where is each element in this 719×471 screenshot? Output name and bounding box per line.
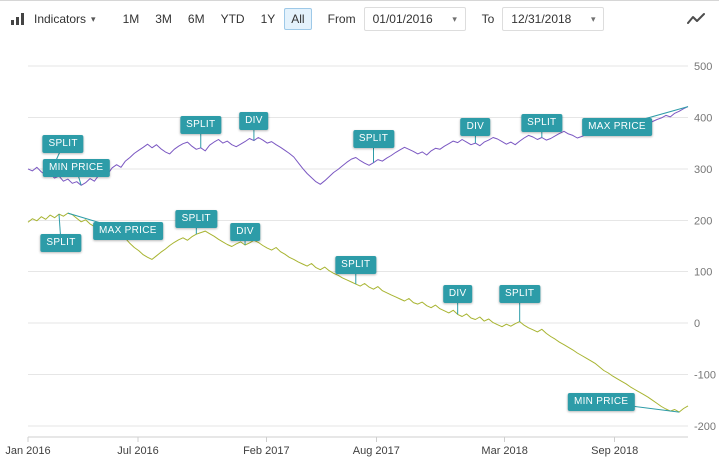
indicators-dropdown[interactable]: Indicators ▾ — [32, 8, 98, 30]
period-selector: 1M 3M 6M YTD 1Y All — [116, 8, 312, 30]
from-date-picker[interactable]: ▾ — [363, 7, 466, 31]
to-date-input[interactable] — [503, 12, 584, 26]
indicators-label: Indicators — [34, 12, 87, 26]
period-1m[interactable]: 1M — [116, 8, 147, 30]
y-axis-label: 0 — [694, 318, 700, 330]
from-label: From — [327, 12, 356, 26]
x-axis-label: Feb 2017 — [243, 445, 289, 457]
period-1y[interactable]: 1Y — [254, 8, 283, 30]
indicators-icon — [10, 12, 26, 26]
y-axis-label: 100 — [694, 267, 712, 279]
to-label: To — [481, 12, 495, 26]
x-axis-label: Sep 2018 — [591, 445, 638, 457]
x-axis-label: Mar 2018 — [481, 445, 527, 457]
y-axis-label: 500 — [694, 61, 712, 73]
chevron-down-icon[interactable]: ▾ — [452, 13, 457, 24]
period-3m[interactable]: 3M — [148, 8, 179, 30]
from-date-input[interactable] — [364, 12, 445, 26]
series-line-purple — [27, 106, 689, 186]
x-axis-label: Jan 2016 — [5, 445, 50, 457]
y-axis-label: -100 — [694, 370, 716, 382]
series-line-olive — [27, 212, 689, 413]
period-all[interactable]: All — [284, 8, 312, 30]
chevron-down-icon: ▾ — [91, 13, 96, 24]
annotation-connector — [601, 401, 680, 413]
annotation-connector — [58, 214, 62, 244]
annotation-connector — [616, 106, 689, 128]
y-axis-label: -200 — [694, 421, 716, 433]
to-date-picker[interactable]: ▾ — [502, 7, 605, 31]
y-axis-label: 400 — [694, 112, 712, 124]
toolbar: Indicators ▾ 1M 3M 6M YTD 1Y All From ▾ … — [0, 1, 719, 37]
x-axis-label: Aug 2017 — [353, 445, 400, 457]
y-axis-label: 200 — [694, 215, 712, 227]
series-type-icon[interactable] — [687, 12, 707, 26]
period-6m[interactable]: 6M — [181, 8, 212, 30]
x-axis-label: Jul 2016 — [117, 445, 159, 457]
y-axis-label: 300 — [694, 164, 712, 176]
chevron-down-icon[interactable]: ▾ — [591, 13, 596, 24]
annotation-connector — [67, 212, 129, 232]
period-ytd[interactable]: YTD — [214, 8, 252, 30]
